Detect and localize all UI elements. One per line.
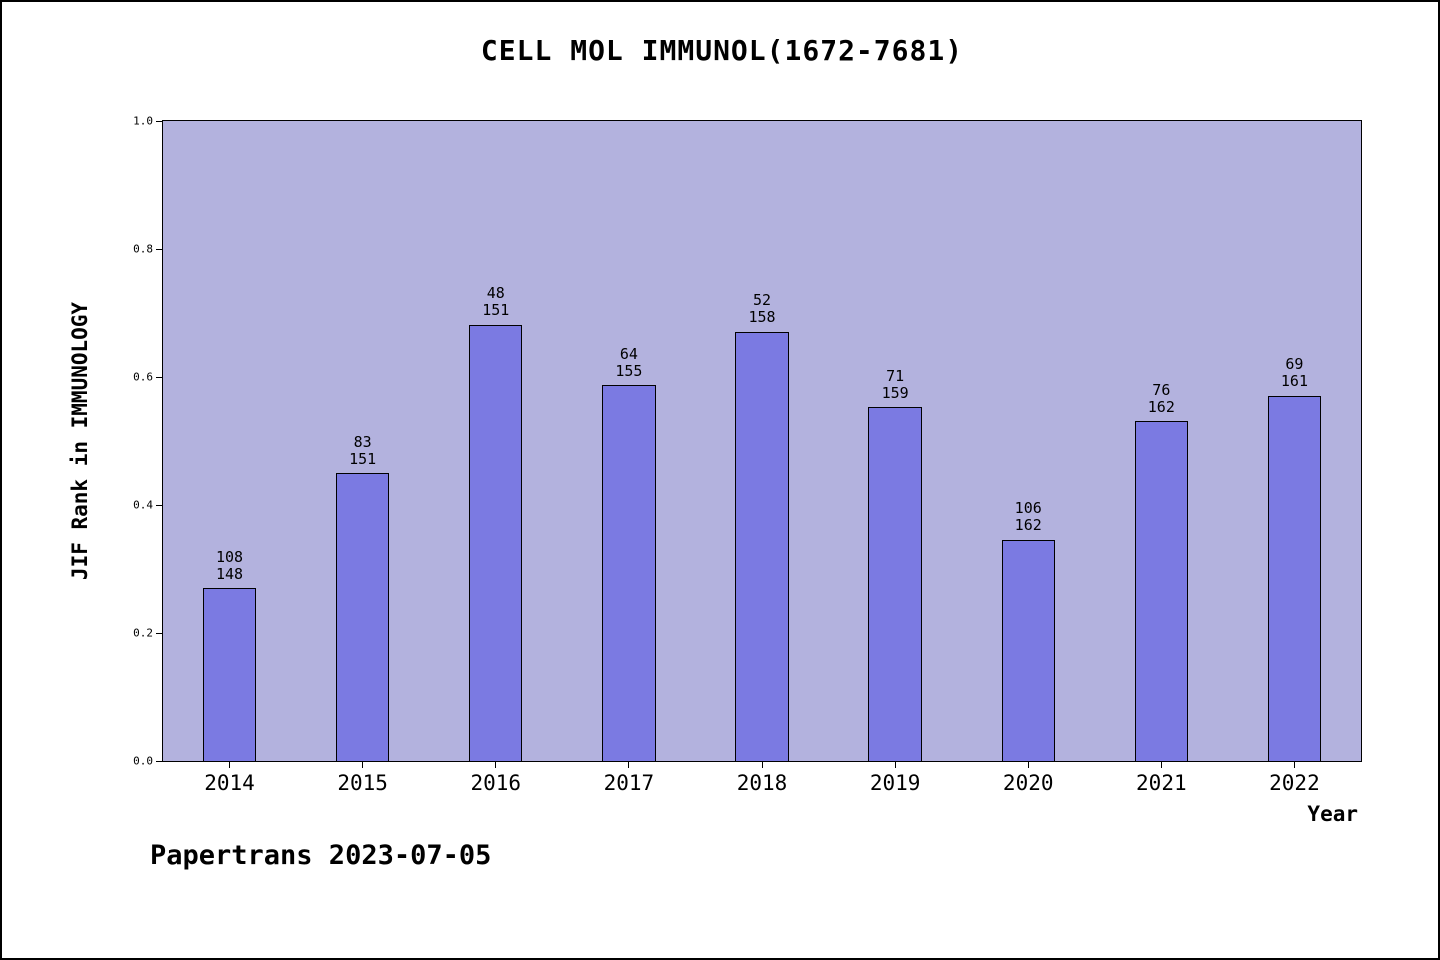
bar-value-label: 48 151 [482, 284, 510, 320]
y-tick-mark [156, 632, 163, 634]
plot-area: 0.0 0.2 0.4 0.6 0.8 1.0 108 148 2014 83 151 2015 4… [133, 115, 1362, 795]
x-tick-mark [894, 761, 896, 768]
y-tick-mark [156, 248, 163, 250]
bar-value-label: 71 159 [881, 366, 909, 402]
x-tick-label: 2015 [337, 771, 388, 795]
x-tick-label: 2017 [603, 771, 655, 795]
bar [469, 324, 523, 761]
bar-value-label: 69 161 [1280, 355, 1308, 391]
bar [735, 331, 789, 761]
bar-value-label: 64 155 [615, 344, 643, 381]
y-tick-label: 1.0 [133, 114, 153, 128]
x-tick-mark [1293, 761, 1295, 768]
chart-title: CELL MOL IMMUNOL(1672-7681) [480, 34, 964, 67]
y-tick-mark [156, 376, 163, 378]
bar [1134, 421, 1188, 761]
x-tick-mark [1160, 761, 1162, 768]
x-tick-label: 2016 [470, 771, 522, 795]
x-tick-label: 2021 [1136, 771, 1187, 795]
bar [868, 407, 922, 761]
y-axis-label: JIF Rank in IMMUNOLOGY [68, 301, 92, 581]
bar [1001, 539, 1055, 761]
x-tick-mark [628, 761, 630, 768]
x-tick-mark [1027, 761, 1029, 768]
x-tick-label: 2020 [1002, 771, 1054, 795]
bar-value-label: 83 151 [349, 432, 377, 468]
bar-value-label: 76 162 [1147, 380, 1175, 416]
y-tick-label: 0.4 [133, 498, 153, 512]
x-tick-label: 2022 [1269, 771, 1320, 795]
x-axis-label: Year [1307, 802, 1358, 826]
y-tick-label: 0.6 [133, 370, 153, 384]
y-tick-mark [156, 504, 163, 506]
bar [202, 588, 257, 761]
y-tick-mark [156, 760, 163, 762]
x-tick-label: 2019 [869, 771, 921, 795]
bar-value-label: 52 158 [748, 291, 776, 327]
x-tick-mark [362, 761, 364, 768]
y-tick-mark [156, 120, 163, 122]
x-tick-mark [229, 761, 231, 768]
watermark-text: Papertrans 2023-07-05 [150, 840, 492, 871]
x-tick-label: 2014 [204, 771, 255, 795]
bar [1267, 395, 1322, 761]
bar-value-label: 106 162 [1014, 499, 1042, 535]
bar [336, 473, 390, 761]
x-tick-mark [761, 761, 763, 768]
x-tick-mark [495, 761, 497, 768]
x-tick-label: 2018 [736, 771, 788, 795]
y-tick-label: 0.0 [133, 754, 153, 768]
bar [602, 385, 656, 761]
y-tick-label: 0.8 [133, 242, 153, 256]
y-tick-label: 0.2 [133, 626, 153, 640]
bar-value-label: 108 148 [216, 547, 244, 583]
